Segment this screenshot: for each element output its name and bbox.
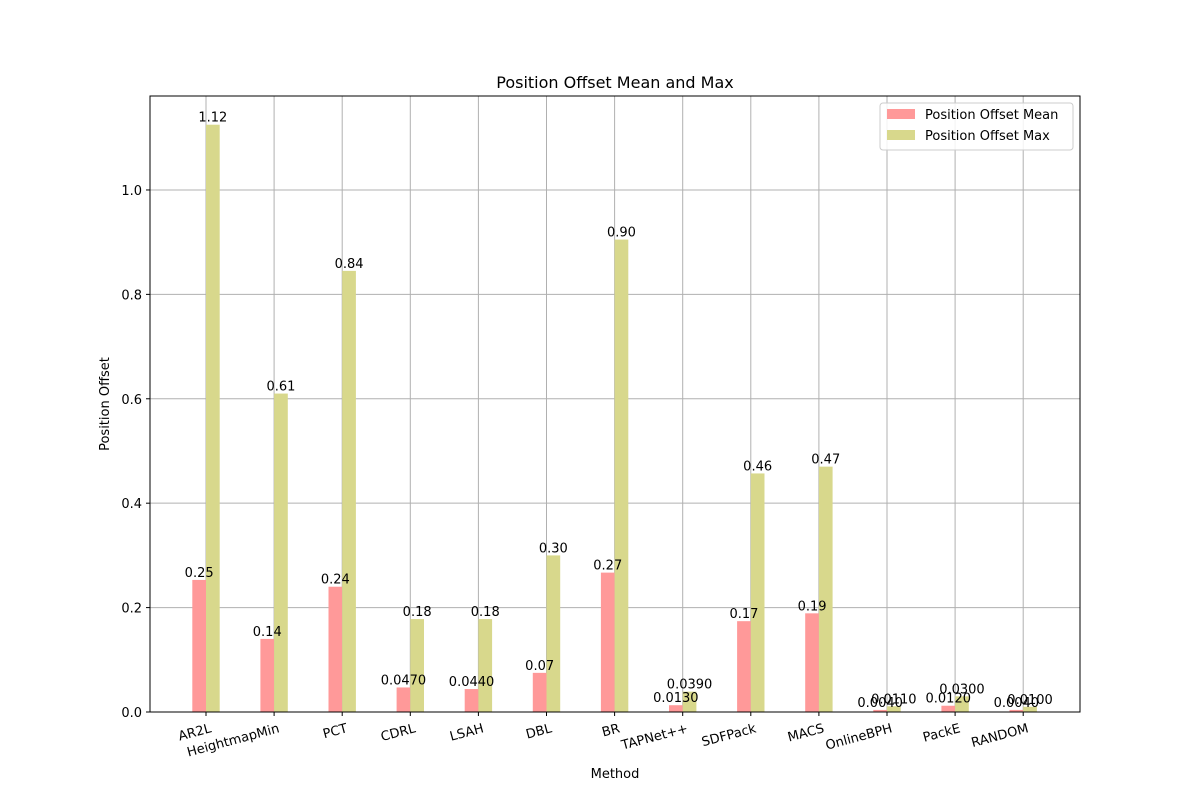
x-tick-label: CDRL bbox=[379, 721, 418, 745]
bar-label-mean: 0.0130 bbox=[653, 691, 699, 706]
x-tick-label: PackE bbox=[921, 721, 962, 745]
y-tick-label: 0.6 bbox=[121, 393, 142, 408]
y-axis-title: Position Offset bbox=[98, 357, 113, 451]
x-tick-label: TAPNet++ bbox=[619, 721, 690, 753]
bar-max bbox=[818, 466, 833, 712]
legend-swatch-max bbox=[887, 130, 915, 140]
bar-label-mean: 0.0440 bbox=[449, 675, 495, 690]
bar-label-mean: 0.24 bbox=[321, 573, 350, 588]
bar-max bbox=[955, 696, 969, 712]
bar-mean bbox=[328, 586, 343, 712]
bar-label-mean: 0.17 bbox=[729, 607, 758, 622]
x-axis-title: Method bbox=[591, 767, 640, 782]
bar-label-max: 0.0300 bbox=[939, 682, 985, 697]
x-tick-label: RANDOM bbox=[970, 721, 1030, 751]
bar-label-mean: 0.0120 bbox=[926, 692, 972, 707]
chart-title: Position Offset Mean and Max bbox=[496, 73, 733, 92]
bar-label-max: 0.46 bbox=[743, 459, 772, 474]
y-tick-label: 0.2 bbox=[121, 602, 142, 617]
bar-max bbox=[478, 619, 493, 712]
bar-mean bbox=[737, 621, 751, 712]
legend: Position Offset Mean Position Offset Max bbox=[879, 102, 1074, 151]
bar-label-max: 1.12 bbox=[198, 111, 227, 126]
bar-mean bbox=[192, 579, 206, 712]
bar-max bbox=[546, 555, 561, 712]
y-tick-label: 0.0 bbox=[121, 706, 142, 721]
bar-label-max: 0.0110 bbox=[871, 692, 917, 707]
bar-max bbox=[750, 473, 765, 712]
bar-label-max: 0.0100 bbox=[1007, 693, 1053, 708]
bar-label-max: 0.90 bbox=[607, 226, 636, 241]
bar-max bbox=[274, 393, 288, 712]
legend-label-mean: Position Offset Mean bbox=[925, 108, 1058, 123]
bar-label-max: 0.18 bbox=[471, 605, 500, 620]
bar-value-labels: 0.250.140.240.0470 0.04400.070.270.01300.… bbox=[185, 111, 1053, 711]
bar-label-max: 0.61 bbox=[266, 380, 295, 395]
bar-mean bbox=[805, 613, 819, 712]
bar-max bbox=[342, 270, 356, 712]
bar-label-mean: 0.14 bbox=[253, 625, 282, 640]
bar-max bbox=[410, 619, 424, 712]
bar-label-max: 0.30 bbox=[539, 541, 568, 556]
x-tick-label: SDFPack bbox=[700, 721, 758, 750]
bar-label-mean: 0.07 bbox=[525, 659, 554, 674]
bar-mean bbox=[873, 709, 887, 712]
bar-label-mean: 0.25 bbox=[185, 566, 214, 581]
bar-max bbox=[1023, 706, 1037, 712]
x-tick-label: DBL bbox=[524, 721, 554, 742]
x-tick-label: BR bbox=[600, 721, 621, 740]
y-tick-label: 0.8 bbox=[121, 288, 142, 303]
bar-mean bbox=[941, 705, 956, 712]
bar-mean bbox=[260, 638, 275, 712]
x-tick-label: PCT bbox=[321, 721, 349, 742]
x-tick-label: MACS bbox=[786, 721, 826, 745]
bar-label-mean: 0.0040 bbox=[857, 696, 903, 711]
bar-max bbox=[887, 706, 901, 712]
bar-mean bbox=[464, 689, 479, 712]
y-axis-ticks: 0.0 0.2 0.4 0.6 0.8 1.0 bbox=[121, 184, 150, 721]
legend-label-max: Position Offset Max bbox=[925, 129, 1050, 144]
legend-swatch-mean bbox=[887, 109, 915, 119]
bar-label-max: 0.18 bbox=[403, 605, 432, 620]
bar-mean bbox=[1009, 709, 1024, 712]
bar-label-max: 0.0390 bbox=[667, 678, 713, 693]
bar-max bbox=[206, 124, 220, 713]
bar-label-mean: 0.27 bbox=[593, 559, 622, 574]
bar-label-mean: 0.0040 bbox=[994, 696, 1040, 711]
x-tick-label: LSAH bbox=[448, 721, 485, 744]
y-tick-label: 1.0 bbox=[121, 184, 142, 199]
bar-label-mean: 0.0470 bbox=[381, 673, 427, 688]
bar-max bbox=[682, 691, 697, 712]
bar-label-max: 0.47 bbox=[811, 453, 840, 468]
bar-mean bbox=[600, 572, 615, 712]
x-tick-label: OnlineBPH bbox=[824, 721, 894, 753]
bar-mean bbox=[396, 687, 411, 712]
bars bbox=[192, 124, 1037, 713]
bar-mean bbox=[532, 672, 547, 712]
bar-label-max: 0.84 bbox=[335, 257, 364, 272]
legend-box bbox=[879, 102, 1074, 151]
bar-max bbox=[614, 239, 629, 712]
bar-label-mean: 0.19 bbox=[798, 599, 827, 614]
bar-mean bbox=[669, 705, 683, 712]
y-tick-label: 0.4 bbox=[121, 497, 142, 512]
